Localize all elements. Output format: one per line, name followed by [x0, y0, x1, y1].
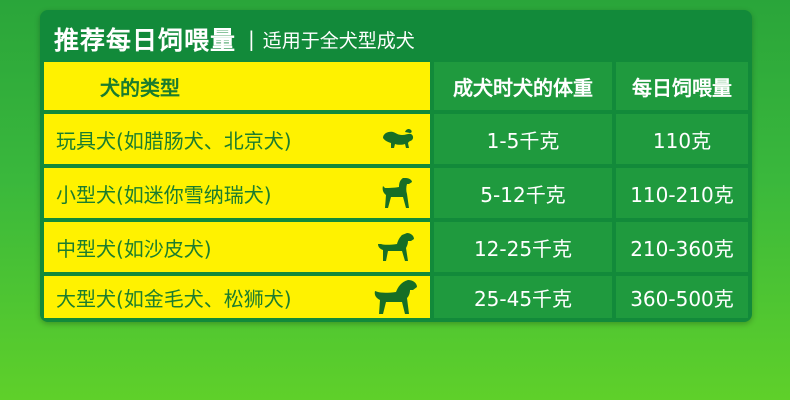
header-separator: | [248, 27, 255, 51]
table-row-type: 中型犬(如沙皮犬) [44, 222, 430, 272]
table-cell-weight: 12-25千克 [434, 222, 612, 272]
medium-dog-icon [372, 226, 422, 268]
table-cell-weight: 5-12千克 [434, 168, 612, 218]
schnauzer-dog-icon [372, 172, 422, 214]
dog-type-label: 小型犬(如迷你雪纳瑞犬) [56, 182, 272, 207]
column-header-weight: 成犬时犬的体重 [434, 62, 612, 110]
dog-type-label: 玩具犬(如腊肠犬、北京犬) [56, 128, 292, 153]
table-row-type: 大型犬(如金毛犬、松狮犬) [44, 276, 430, 318]
table-cell-weight: 1-5千克 [434, 114, 612, 164]
table-cell-feed: 360-500克 [616, 276, 748, 318]
table-cell-feed: 110克 [616, 114, 748, 164]
column-header-type: 犬的类型 [44, 62, 430, 110]
table-cell-feed: 110-210克 [616, 168, 748, 218]
table-cell-feed: 210-360克 [616, 222, 748, 272]
large-dog-icon [372, 276, 422, 318]
column-header-feed: 每日饲喂量 [616, 62, 748, 110]
table-cell-weight: 25-45千克 [434, 276, 612, 318]
feeding-panel: 推荐每日饲喂量 | 适用于全犬型成犬 犬的类型 成犬时犬的体重 每日饲喂量 玩具… [40, 10, 752, 322]
table-row-type: 玩具犬(如腊肠犬、北京犬) [44, 114, 430, 164]
page-subtitle: 适用于全犬型成犬 [262, 29, 415, 52]
dog-type-label: 中型犬(如沙皮犬) [56, 236, 212, 261]
small-dog-icon [372, 118, 422, 160]
page-title: 推荐每日饲喂量 [54, 26, 237, 55]
table-row-type: 小型犬(如迷你雪纳瑞犬) [44, 168, 430, 218]
dog-type-label: 大型犬(如金毛犬、松狮犬) [56, 286, 292, 311]
panel-header: 推荐每日饲喂量 | 适用于全犬型成犬 [54, 16, 415, 62]
